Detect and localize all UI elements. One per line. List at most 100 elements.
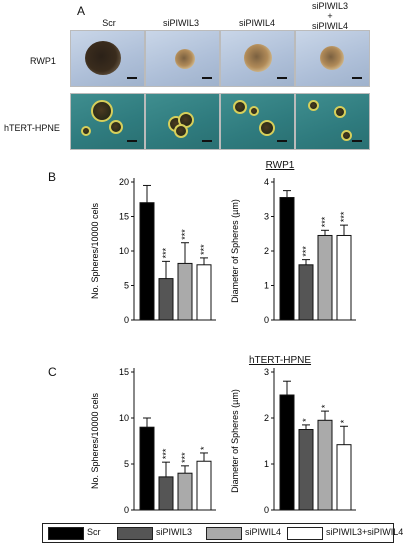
micrograph-htert-combo: [295, 93, 370, 150]
y-tick-label: 3: [264, 367, 269, 377]
significance-label: *: [199, 446, 209, 450]
sphere: [334, 106, 346, 118]
y-tick-label: 4: [264, 177, 269, 187]
column-header-sipiwil4: siPIWIL4: [238, 18, 275, 28]
scale-bar: [277, 77, 287, 79]
y-tick-label: 20: [119, 177, 129, 187]
micrograph-htert-scr: [70, 93, 145, 150]
bar-1: [158, 476, 174, 511]
legend-swatch-sipiwil3: [117, 527, 153, 540]
sphere: [249, 106, 259, 116]
y-tick-label: 5: [124, 459, 129, 469]
significance-label: *: [301, 418, 311, 422]
sphere: [308, 100, 319, 111]
significance-label: ***: [199, 244, 209, 255]
column-header-scr: Scr: [102, 18, 116, 28]
bar-0: [279, 197, 295, 321]
bar-3: [336, 234, 352, 321]
y-tick-label: 0: [124, 505, 129, 515]
micrograph-htert-sipiwil3: [145, 93, 220, 150]
significance-label: ***: [301, 246, 311, 257]
y-axis-label: Diameter of Spheres (µm): [230, 199, 240, 303]
y-tick-label: 15: [119, 367, 129, 377]
significance-label: ***: [180, 452, 190, 463]
legend-label-combo: siPIWIL3+siPIWIL4: [326, 527, 404, 537]
bar-1: [298, 429, 314, 511]
legend-swatch-scr: [48, 527, 84, 540]
bar-0: [279, 394, 295, 511]
bar-3: [196, 460, 212, 511]
y-tick-label: 0: [124, 315, 129, 325]
sphere: [91, 100, 113, 122]
row-label-rwp1: RWP1: [30, 56, 56, 66]
bar-2: [177, 262, 193, 321]
chart-rwp1-sphere-count: No. Spheres/10000 cels 0 5 10 15 20 *** *** ***: [90, 177, 216, 325]
panel-label-a: A: [77, 4, 86, 18]
y-tick-label: 1: [264, 281, 269, 291]
sphere: [259, 120, 275, 136]
row-label-htert-hpne: hTERT-HPNE: [4, 123, 60, 133]
column-header-combo: siPIWIL3 + siPIWIL4: [311, 1, 348, 31]
y-tick-label: 1: [264, 459, 269, 469]
legend-swatch-sipiwil4: [206, 527, 242, 540]
chart-rwp1-sphere-diameter: Diameter of Spheres (µm) 0 1 2 3 4 *** *** ***: [230, 177, 356, 325]
micrograph-rwp1-sipiwil4: [220, 30, 295, 87]
sphere: [175, 49, 195, 69]
significance-label: ***: [180, 229, 190, 240]
bar-2: [317, 234, 333, 321]
bar-0: [139, 202, 155, 321]
scale-bar: [352, 77, 362, 79]
scale-bar: [202, 77, 212, 79]
sphere: [174, 124, 188, 138]
y-tick-label: 2: [264, 413, 269, 423]
chart-htert-sphere-diameter: Diameter of Spheres (µm) 0 1 2 3 * * *: [230, 367, 356, 515]
scale-bar: [127, 140, 137, 142]
bar-1: [158, 278, 174, 321]
significance-label: ***: [339, 211, 349, 222]
significance-label: ***: [320, 216, 330, 227]
micrograph-rwp1-combo: [295, 30, 370, 87]
significance-label: *: [320, 404, 330, 408]
legend: Scr siPIWIL3 siPIWIL4 siPIWIL3+siPIWIL4: [42, 523, 403, 543]
column-header-sipiwil3: siPIWIL3: [162, 18, 199, 28]
sphere: [320, 46, 344, 70]
legend-label-scr: Scr: [87, 527, 101, 537]
sphere: [233, 100, 247, 114]
significance-label: ***: [161, 247, 171, 258]
legend-label-sipiwil3: siPIWIL3: [156, 527, 193, 537]
chart-title-htert-hpne: hTERT-HPNE: [248, 355, 312, 366]
y-tick-label: 0: [264, 505, 269, 515]
sphere: [244, 44, 272, 72]
bar-2: [317, 419, 333, 511]
y-axis-label: Diameter of Spheres (µm): [230, 389, 240, 493]
scale-bar: [277, 140, 287, 142]
y-tick-label: 3: [264, 212, 269, 222]
sphere: [81, 126, 91, 136]
y-tick-label: 15: [119, 212, 129, 222]
sphere: [109, 120, 123, 134]
scale-bar: [352, 140, 362, 142]
bar-1: [298, 264, 314, 321]
sphere: [85, 41, 121, 75]
bar-3: [196, 264, 212, 321]
panel-label-c: C: [48, 365, 57, 379]
bar-2: [177, 472, 193, 511]
y-tick-label: 10: [119, 413, 129, 423]
scale-bar: [127, 77, 137, 79]
bar-3: [336, 444, 352, 511]
micrograph-rwp1-scr: [70, 30, 145, 87]
legend-swatch-combo: [287, 527, 323, 540]
sphere: [341, 130, 352, 141]
micrograph-htert-sipiwil4: [220, 93, 295, 150]
y-tick-label: 5: [124, 281, 129, 291]
panel-label-b: B: [48, 170, 57, 184]
y-tick-label: 0: [264, 315, 269, 325]
significance-label: *: [339, 419, 349, 423]
scale-bar: [202, 140, 212, 142]
y-tick-label: 2: [264, 246, 269, 256]
micrograph-rwp1-sipiwil3: [145, 30, 220, 87]
chart-title-rwp1: RWP1: [265, 160, 295, 171]
bar-0: [139, 426, 155, 511]
significance-label: ***: [161, 448, 171, 459]
